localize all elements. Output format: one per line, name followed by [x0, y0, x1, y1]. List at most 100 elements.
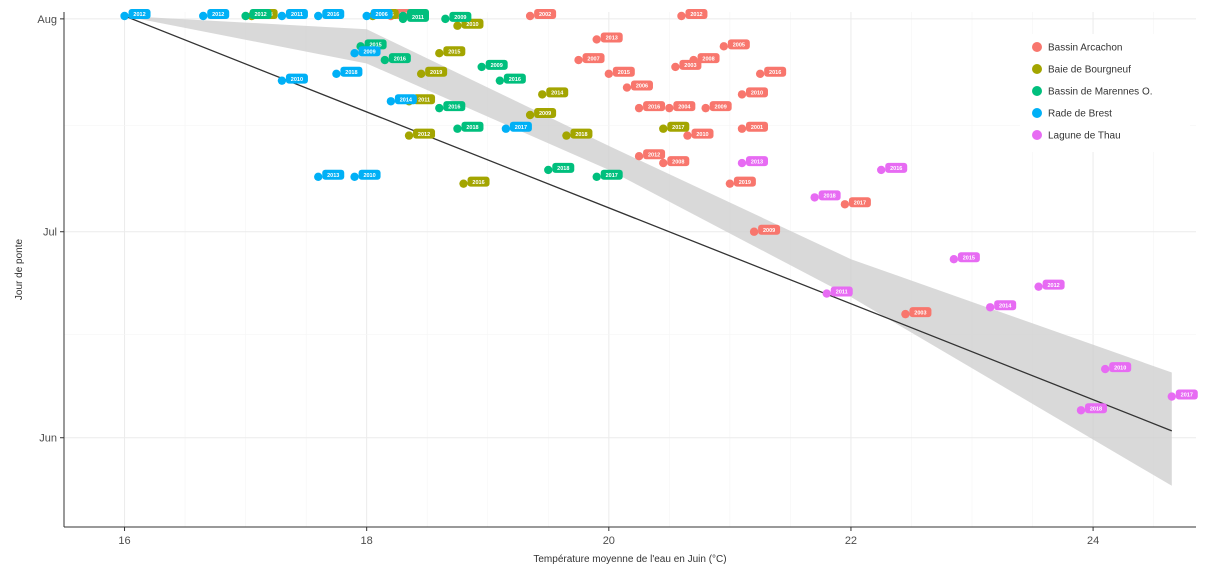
data-point: [501, 124, 511, 133]
data-label-box: [413, 128, 436, 139]
data-label: 2017: [854, 200, 866, 206]
data-label-box: [830, 286, 853, 297]
data-point: [398, 14, 408, 24]
data-point: [604, 69, 614, 79]
data-label-box: [534, 9, 557, 19]
data-point: [314, 11, 323, 21]
data-label: 2010: [291, 77, 303, 83]
series-3: 2012201220112009201520162009201620162018…: [241, 9, 623, 181]
data-label: 2016: [509, 77, 521, 83]
data-label: 2003: [914, 310, 926, 316]
data-point: [1034, 282, 1043, 291]
data-point: [677, 11, 686, 21]
data-point: [362, 11, 371, 21]
data-label-box: [461, 121, 484, 132]
legend-item: Baie de Bourgneuf: [1032, 64, 1131, 76]
data-point: [737, 90, 747, 99]
data-point: [592, 172, 601, 181]
data-label: 2019: [739, 180, 751, 186]
data-label-box: [745, 156, 768, 167]
data-point: [1100, 364, 1110, 374]
data-point: [634, 152, 644, 161]
series-1: 2011 2002 2013 2012 2007 2015 2006 2008 2003 2005…: [386, 9, 932, 319]
plot-panel: [64, 12, 1196, 527]
data-label-box: [128, 9, 151, 19]
data-label-box: [679, 59, 702, 70]
data-label-box: [745, 121, 768, 132]
data-label-box: [612, 66, 635, 77]
data-point: [1076, 406, 1086, 415]
data-label-box: [394, 94, 417, 105]
data-label-box: [285, 9, 308, 19]
data-label-box: [370, 9, 393, 19]
legend-label: Bassin de Marennes O.: [1048, 87, 1153, 98]
data-label-box: [207, 9, 230, 19]
data-label-box: [358, 46, 381, 57]
data-label-box: [848, 197, 871, 208]
data-point: [659, 124, 668, 133]
data-point: [435, 103, 444, 113]
data-label: 2009: [715, 104, 727, 110]
data-label: 2010: [466, 22, 478, 28]
data-label: 2018: [1090, 406, 1102, 412]
data-label-box: [667, 156, 690, 167]
data-label: 2012: [254, 12, 266, 18]
data-label: 2013: [751, 159, 763, 165]
data-point: [453, 21, 462, 30]
data-label-box: [733, 176, 756, 187]
data-label-box: [764, 66, 787, 77]
legend-label: Lagune de Thau: [1048, 131, 1121, 142]
data-label-box: [509, 121, 532, 132]
data-label: 2008: [672, 159, 684, 165]
data-point: [665, 103, 674, 113]
data-label-box: [673, 101, 696, 112]
data-label: 2012: [690, 12, 702, 18]
series-5: 2013 2016 2018 2015 2011 2012 2014 2010 2018 2017: [737, 156, 1198, 415]
data-point: [749, 227, 759, 236]
data-label: 2013: [606, 36, 618, 42]
data-point: [574, 55, 583, 65]
x-tick-label: 22: [845, 535, 857, 547]
data-label-box: [818, 190, 841, 201]
data-label-box: [1109, 362, 1132, 373]
data-label-box: [552, 162, 575, 173]
data-point: [525, 110, 535, 120]
data-label: 2014: [551, 91, 564, 97]
data-label-box: [1042, 279, 1065, 290]
data-label: 2005: [733, 43, 745, 49]
data-label: 2016: [890, 166, 902, 172]
data-label-box: [745, 87, 768, 98]
data-label-box: [340, 66, 363, 77]
data-point: [810, 193, 819, 202]
x-tick-label: 20: [603, 535, 615, 547]
data-point: [404, 131, 414, 140]
data-label: 2011: [291, 12, 303, 18]
data-label-box: [709, 101, 732, 112]
data-label: 2016: [394, 56, 406, 62]
data-label: 2001: [751, 125, 763, 131]
data-point: [659, 158, 668, 168]
data-point: [985, 303, 995, 312]
data-label: 2009: [454, 15, 466, 21]
data-label: 2015: [618, 70, 630, 76]
data-label: 2011: [418, 97, 430, 103]
legend-label: Bassin Arcachon: [1048, 43, 1123, 54]
data-label-box: [388, 53, 411, 64]
regression-line: [124, 15, 1173, 432]
data-label-box: [758, 224, 781, 235]
legend-marker: [1032, 108, 1042, 118]
data-label: 2010: [696, 132, 708, 138]
data-point: [525, 11, 535, 21]
data-point: [1167, 392, 1176, 401]
data-point: [332, 69, 341, 79]
x-tick-label: 16: [118, 535, 130, 547]
data-label: 2012: [212, 12, 224, 18]
data-label-box: [957, 252, 980, 263]
y-tick-label: Aug: [37, 14, 57, 26]
data-label: 2017: [1181, 393, 1193, 399]
data-label: 2012: [418, 132, 430, 138]
data-label-box: [697, 53, 720, 64]
y-tick-label: Jun: [39, 433, 57, 445]
